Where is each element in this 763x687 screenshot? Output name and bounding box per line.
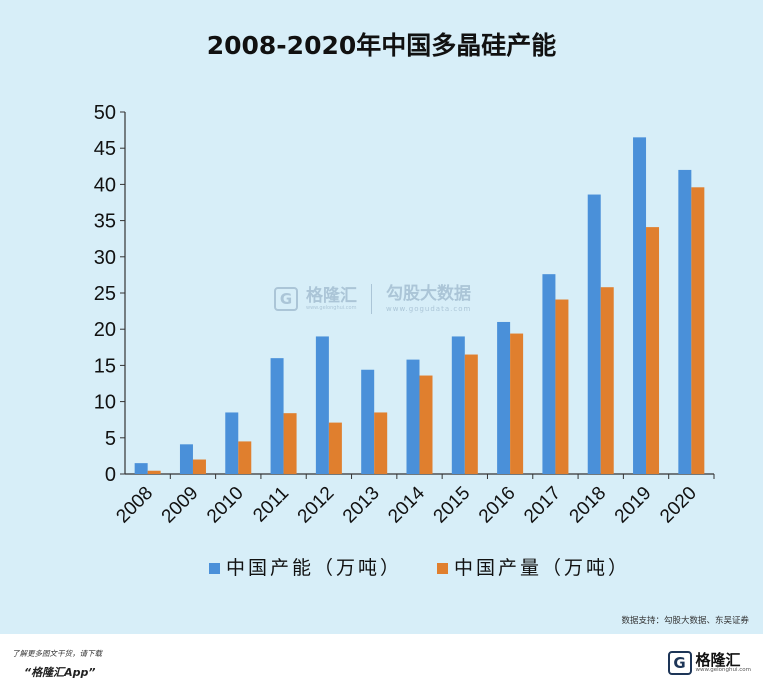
bar-output: [600, 287, 614, 474]
bar-output: [419, 375, 433, 474]
y-tick-label: 25: [94, 283, 116, 305]
y-tick-label: 30: [94, 247, 116, 269]
y-tick-label: 45: [94, 138, 116, 160]
x-tick-label: 2017: [520, 483, 565, 528]
bar-output: [374, 412, 388, 474]
footer-note: 了解更多图文干货，请下载: [12, 649, 102, 658]
x-tick-label: 2010: [203, 483, 248, 528]
footer-logo-name: 格隆汇: [695, 650, 741, 669]
bar-output: [328, 422, 342, 474]
watermark: G 格隆汇 www.gelonghui.com 勾股大数据 www.goguda…: [274, 284, 471, 314]
bar-capacity: [315, 336, 329, 474]
bar-chart: 0 5 10 15 20 25 30 35 40 45 50 2008 2009 2010 2011 2012…: [94, 102, 715, 579]
watermark-brand: 格隆汇: [306, 285, 357, 306]
bar-capacity: [587, 194, 601, 474]
bar-capacity: [225, 412, 239, 474]
x-tick-label: 2018: [566, 483, 611, 528]
bar-capacity: [633, 137, 647, 474]
x-tick-label: 2014: [384, 482, 429, 527]
watermark-partner-url: www.gogudata.com: [386, 304, 472, 313]
x-tick-label: 2020: [656, 483, 701, 528]
legend-swatch: [209, 563, 220, 574]
x-tick-label: 2011: [249, 483, 293, 527]
x-tick-label: 2009: [158, 483, 203, 528]
x-tick-label: 2008: [112, 483, 157, 528]
bar-capacity: [134, 463, 148, 474]
bar-output: [691, 187, 705, 474]
x-tick-label: 2019: [611, 483, 656, 528]
watermark-logo-icon: G: [274, 287, 298, 311]
y-tick-label: 15: [94, 355, 116, 377]
y-tick-label: 35: [94, 211, 116, 233]
y-tick-label: 20: [94, 319, 116, 341]
footer-logo[interactable]: G 格隆汇 www.gelonghui.com: [667, 650, 751, 675]
bar-capacity: [361, 369, 375, 474]
watermark-divider: [371, 284, 372, 314]
legend-swatch: [437, 563, 448, 574]
gelonghui-logo-icon: G: [667, 651, 692, 675]
y-tick-label: 40: [94, 174, 116, 196]
bar-output: [646, 227, 660, 474]
legend-label: 中国产能（万吨）: [226, 557, 402, 579]
y-tick-label: 10: [94, 392, 116, 414]
chart-title: 2008-2020年中国多晶硅产能: [206, 31, 557, 60]
bar-output: [147, 470, 161, 474]
bar-output: [283, 413, 297, 474]
source-note: 数据支持：勾股大数据、东吴证券: [621, 616, 749, 626]
bar-output: [510, 333, 524, 474]
bar-capacity: [542, 274, 556, 474]
y-tick-label: 5: [105, 428, 116, 450]
legend-label: 中国产量（万吨）: [454, 557, 630, 579]
bar-capacity: [406, 359, 420, 474]
bar-capacity: [451, 336, 465, 474]
bar-capacity: [678, 169, 692, 475]
x-tick-label: 2012: [294, 483, 339, 528]
bar-output: [238, 441, 252, 474]
x-tick-label: 2016: [475, 483, 520, 528]
bar-capacity: [270, 358, 284, 474]
bar-output: [192, 459, 206, 474]
x-tick-label: 2013: [339, 483, 384, 528]
footer-app-name: “格隆汇App”: [24, 666, 96, 679]
x-tick-label: 2015: [430, 483, 475, 528]
footer-logo-url: www.gelonghui.com: [695, 666, 751, 673]
bar-output: [464, 354, 478, 474]
bar-output: [555, 299, 569, 474]
bar-capacity: [497, 321, 511, 474]
watermark-brand-url: www.gelonghui.com: [306, 304, 357, 311]
y-tick-label: 50: [94, 102, 116, 124]
y-tick-label: 0: [105, 464, 116, 486]
bar-capacity: [179, 444, 193, 474]
watermark-partner: 勾股大数据: [386, 284, 471, 305]
